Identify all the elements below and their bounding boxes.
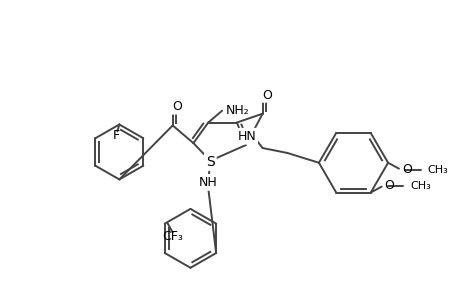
Text: O: O bbox=[384, 179, 394, 192]
Text: S: S bbox=[206, 155, 214, 169]
Text: HN: HN bbox=[237, 130, 256, 143]
Text: F: F bbox=[112, 129, 120, 142]
Text: NH: NH bbox=[198, 176, 217, 189]
Text: O: O bbox=[401, 163, 411, 176]
Text: CH₃: CH₃ bbox=[427, 165, 448, 175]
Text: O: O bbox=[262, 88, 272, 101]
Text: CF₃: CF₃ bbox=[162, 230, 183, 243]
Text: CH₃: CH₃ bbox=[409, 181, 430, 190]
Text: O: O bbox=[172, 100, 182, 113]
Text: NH₂: NH₂ bbox=[225, 104, 249, 117]
